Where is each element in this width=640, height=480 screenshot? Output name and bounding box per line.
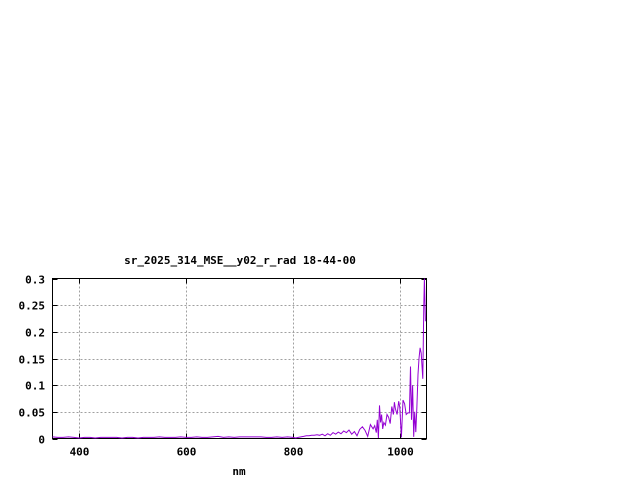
x-axis-label: nm xyxy=(232,465,246,478)
grid xyxy=(52,278,427,439)
y-tick-label: 0.25 xyxy=(19,300,46,313)
chart-title: sr_2025_314_MSE__y02_r_rad 18-44-00 xyxy=(124,254,356,267)
ticks xyxy=(52,278,427,440)
y-tick-label: 0.15 xyxy=(19,354,46,367)
y-tick-label: 0 xyxy=(38,434,45,447)
series-line xyxy=(52,278,426,439)
y-tick-label: 0.2 xyxy=(25,327,45,340)
x-tick-label: 400 xyxy=(70,446,90,459)
x-tick-label: 600 xyxy=(177,446,197,459)
y-tick-label: 0.1 xyxy=(25,380,45,393)
x-tick-label: 800 xyxy=(284,446,304,459)
tick-labels: 400 600 800 1000 0 0.05 0.1 0.15 0.2 0.25 0.3 xyxy=(19,274,414,459)
y-tick-label: 0.05 xyxy=(19,407,46,420)
x-tick-label: 1000 xyxy=(387,446,414,459)
plot-border xyxy=(52,278,427,439)
y-tick-label: 0.3 xyxy=(25,274,45,287)
